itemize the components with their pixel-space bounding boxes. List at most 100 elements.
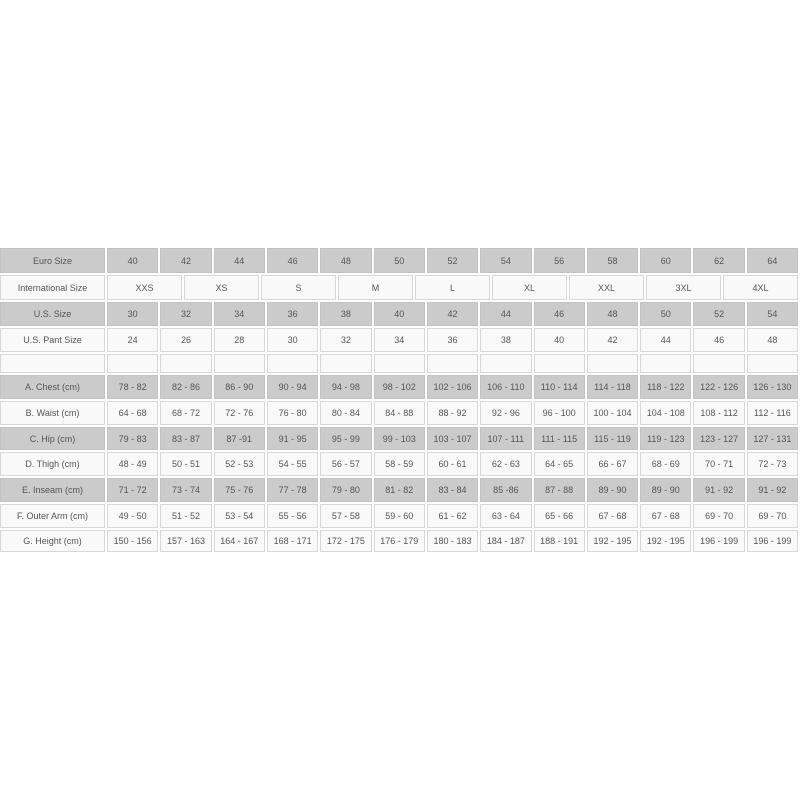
table-cell: 99 - 103 xyxy=(373,427,425,450)
table-cell: 68 - 69 xyxy=(640,452,692,476)
table-cell: 62 - 63 xyxy=(480,452,532,476)
table-cell: 69 - 70 xyxy=(746,504,799,528)
table-cell: 70 - 71 xyxy=(693,452,745,476)
table-cell: 71 - 72 xyxy=(107,478,159,502)
row-label: U.S. Size xyxy=(0,302,105,326)
table-cell: 61 - 62 xyxy=(426,504,479,528)
table-cell: 192 - 195 xyxy=(586,530,639,552)
row-label: Euro Size xyxy=(0,248,105,273)
table-cell: 28 xyxy=(213,328,265,352)
table-cell xyxy=(213,354,265,373)
table-cell xyxy=(107,354,159,373)
row-cells: 24 26 28 30 32 34 36 38 40 42 44 46 48 xyxy=(107,328,800,352)
row-cells: 64 - 68 68 - 72 72 - 76 76 - 80 80 - 84 84 - … xyxy=(107,401,800,425)
table-cell: 52 xyxy=(426,248,479,273)
row-label xyxy=(0,354,105,373)
table-cell: 172 - 175 xyxy=(320,530,372,552)
table-cell: 46 xyxy=(533,302,585,326)
table-cell: 88 - 92 xyxy=(426,401,479,425)
table-cell: 66 - 67 xyxy=(586,452,639,476)
table-cell: 64 - 65 xyxy=(533,452,585,476)
table-cell: 46 xyxy=(693,328,745,352)
table-cell: XL xyxy=(492,275,567,300)
row-label: G. Height (cm) xyxy=(0,530,105,552)
table-cell: 192 - 195 xyxy=(640,530,692,552)
table-cell: 4XL xyxy=(723,275,798,300)
row-cells: 79 - 83 83 - 87 87 -91 91 - 95 95 - 99 99 - 1… xyxy=(107,427,800,450)
table-cell: 53 - 54 xyxy=(213,504,265,528)
table-cell: 59 - 60 xyxy=(373,504,425,528)
table-row: C. Hip (cm) 79 - 83 83 - 87 87 -91 91 - 95 95… xyxy=(0,427,800,450)
table-cell: 82 - 86 xyxy=(160,375,212,399)
table-cell: 49 - 50 xyxy=(107,504,159,528)
table-cell: 104 - 108 xyxy=(640,401,692,425)
table-cell: 188 - 191 xyxy=(533,530,585,552)
table-cell: 81 - 82 xyxy=(373,478,425,502)
table-cell: 92 - 96 xyxy=(480,401,532,425)
table-row: Euro Size 40 42 44 46 48 50 52 54 56 58 60 62 64 xyxy=(0,248,800,273)
table-cell: 89 - 90 xyxy=(640,478,692,502)
table-cell: 26 xyxy=(160,328,212,352)
table-cell: 78 - 82 xyxy=(107,375,159,399)
table-cell: 89 - 90 xyxy=(586,478,639,502)
table-cell: 67 - 68 xyxy=(640,504,692,528)
table-cell: 55 - 56 xyxy=(266,504,319,528)
table-cell: 34 xyxy=(213,302,265,326)
table-cell: 91 - 95 xyxy=(266,427,319,450)
table-row: U.S. Pant Size 24 26 28 30 32 34 36 38 40 42 44 46 48 xyxy=(0,328,800,352)
table-cell: 69 - 70 xyxy=(693,504,745,528)
table-cell: 48 xyxy=(320,248,372,273)
table-cell xyxy=(266,354,319,373)
table-cell: 87 - 88 xyxy=(533,478,585,502)
table-cell: 54 - 55 xyxy=(266,452,319,476)
table-cell xyxy=(480,354,532,373)
table-cell: 72 - 73 xyxy=(746,452,799,476)
table-cell xyxy=(373,354,425,373)
table-cell: 126 - 130 xyxy=(746,375,799,399)
table-cell: 94 - 98 xyxy=(320,375,372,399)
table-cell: 52 - 53 xyxy=(213,452,265,476)
row-cells xyxy=(107,354,800,373)
table-cell: 96 - 100 xyxy=(533,401,585,425)
size-chart-table: Euro Size 40 42 44 46 48 50 52 54 56 58 60 62 64 Inter… xyxy=(0,248,800,554)
row-cells: 49 - 50 51 - 52 53 - 54 55 - 56 57 - 58 59 - … xyxy=(107,504,800,528)
table-row: B. Waist (cm) 64 - 68 68 - 72 72 - 76 76 - 8… xyxy=(0,401,800,425)
row-cells: 78 - 82 82 - 86 86 - 90 90 - 94 94 - 98 98 - … xyxy=(107,375,800,399)
table-cell: 48 xyxy=(586,302,639,326)
table-cell: 44 xyxy=(640,328,692,352)
table-cell: 40 xyxy=(373,302,425,326)
table-cell: 48 - 49 xyxy=(107,452,159,476)
table-cell: 68 - 72 xyxy=(160,401,212,425)
table-cell: 34 xyxy=(373,328,425,352)
table-cell: 75 - 76 xyxy=(213,478,265,502)
table-cell: 30 xyxy=(107,302,159,326)
table-cell: 30 xyxy=(266,328,319,352)
table-cell: 127 - 131 xyxy=(746,427,799,450)
table-cell: 50 - 51 xyxy=(160,452,212,476)
table-cell xyxy=(320,354,372,373)
table-cell: 150 - 156 xyxy=(107,530,159,552)
table-cell: 79 - 83 xyxy=(107,427,159,450)
table-cell: 46 xyxy=(266,248,319,273)
table-cell: M xyxy=(338,275,413,300)
table-cell: 42 xyxy=(160,248,212,273)
table-row: International Size XXS XS S M L XL XXL 3XL 4XL xyxy=(0,275,800,300)
table-cell xyxy=(640,354,692,373)
table-cell: 36 xyxy=(266,302,319,326)
table-cell: 38 xyxy=(480,328,532,352)
row-cells: 30 32 34 36 38 40 42 44 46 48 50 52 54 xyxy=(107,302,800,326)
table-cell xyxy=(746,354,799,373)
table-cell: 107 - 111 xyxy=(480,427,532,450)
row-cells: 150 - 156 157 - 163 164 - 167 168 - 171 172 … xyxy=(107,530,800,552)
table-cell: 83 - 84 xyxy=(426,478,479,502)
table-cell: 108 - 112 xyxy=(693,401,745,425)
table-cell: XS xyxy=(184,275,259,300)
table-cell: 115 - 119 xyxy=(586,427,639,450)
table-cell: 76 - 80 xyxy=(266,401,319,425)
table-cell: 123 - 127 xyxy=(693,427,745,450)
table-cell: 91 - 92 xyxy=(693,478,745,502)
table-cell: 73 - 74 xyxy=(160,478,212,502)
table-cell: 42 xyxy=(426,302,479,326)
table-cell: 114 - 118 xyxy=(586,375,639,399)
table-cell: 157 - 163 xyxy=(160,530,212,552)
